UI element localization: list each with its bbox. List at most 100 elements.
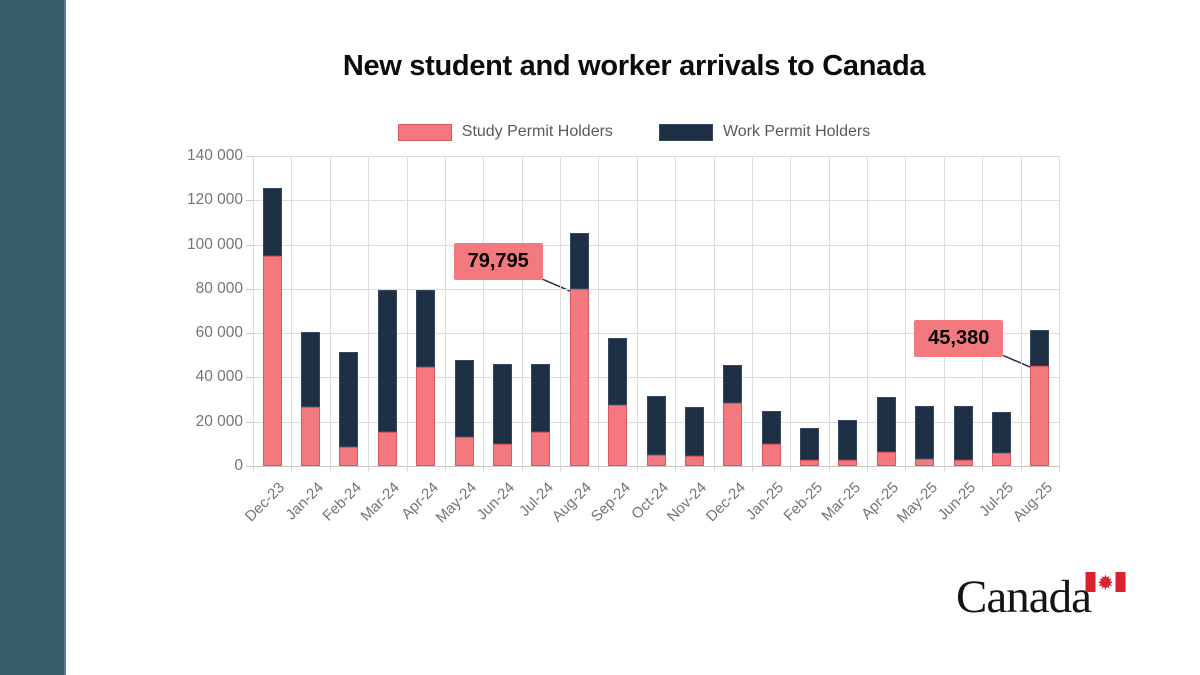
bar-segment-work-permit — [377, 289, 397, 432]
bar-Mar-25 — [838, 156, 858, 466]
x-axis-tick-label: Feb-24 — [319, 479, 365, 525]
chart-title: New student and worker arrivals to Canad… — [342, 50, 926, 82]
x-axis-tick-label: Feb-25 — [779, 479, 826, 525]
y-axis-tick — [246, 377, 253, 379]
x-axis-tick-label: May-24 — [432, 479, 481, 527]
x-axis-tick-label: Aug-24 — [549, 479, 596, 526]
bar-segment-work-permit — [492, 364, 512, 444]
bar-Nov-24 — [684, 156, 704, 466]
y-axis-tick-label: 0 — [234, 457, 243, 474]
gridline-vertical — [982, 156, 984, 472]
legend-item: Work Permit Holders — [658, 123, 871, 141]
bar-segment-study-permit — [876, 451, 896, 466]
y-axis-tick — [246, 200, 253, 202]
x-axis-labels: Dec-23 Jan-24 Feb-24 Mar-24 Apr-24 May-24 Jun-… — [242, 471, 1059, 551]
bar-segment-study-permit — [646, 454, 666, 466]
bar-Jun-25 — [953, 156, 973, 466]
bar-segment-study-permit — [416, 367, 436, 466]
gridline-vertical — [828, 156, 830, 472]
bar-segment-work-permit — [991, 411, 1011, 453]
bar-segment-study-permit — [915, 459, 935, 466]
gridline-horizontal — [253, 377, 1059, 379]
left-accent-bar — [0, 0, 66, 675]
legend-label: Work Permit Holders — [722, 123, 871, 140]
chart-legend: Study Permit Holders Work Permit Holders — [68, 118, 1200, 146]
bar-segment-work-permit — [915, 406, 935, 460]
bar-segment-study-permit — [301, 407, 321, 466]
bar-Dec-23 — [262, 156, 282, 466]
gridline-vertical — [598, 156, 600, 472]
bar-segment-study-permit — [262, 255, 282, 466]
bar-segment-study-permit — [339, 447, 359, 466]
x-axis-tick-label: Jan-24 — [282, 479, 327, 524]
legend-swatch-work — [658, 123, 713, 141]
legend-label: Study Permit Holders — [461, 123, 613, 140]
x-axis-tick-label: Aug-25 — [1009, 479, 1056, 526]
gridline-vertical — [790, 156, 792, 472]
x-axis-tick-label: Nov-24 — [664, 479, 711, 526]
x-axis-tick-label: May-25 — [893, 479, 941, 527]
bar-Feb-25 — [800, 156, 820, 466]
x-axis-tick-label: Jan-25 — [742, 479, 788, 524]
bar-segment-study-permit — [531, 431, 551, 466]
x-axis-tick-label: Jun-25 — [934, 479, 980, 524]
bar-segment-work-permit — [262, 188, 282, 256]
gridline-vertical — [1059, 156, 1060, 472]
bar-segment-work-permit — [876, 397, 896, 452]
bar-segment-work-permit — [454, 359, 474, 438]
legend-item: Study Permit Holders — [397, 123, 613, 141]
bar-segment-study-permit — [684, 456, 704, 466]
y-axis-tick-label: 140 000 — [186, 147, 243, 164]
x-axis-tick-label: Dec-23 — [241, 479, 289, 526]
gridline-vertical — [943, 156, 945, 472]
gridline-horizontal — [253, 156, 1059, 157]
bar-segment-study-permit — [377, 431, 397, 466]
y-axis-tick — [246, 466, 253, 467]
gridline-vertical — [444, 156, 446, 472]
canada-wordmark-text: Canada — [956, 571, 1092, 623]
bar-segment-study-permit — [569, 289, 589, 466]
y-axis-tick — [246, 333, 253, 335]
gridline-vertical — [867, 156, 869, 472]
bar-Jul-24 — [531, 156, 551, 466]
x-axis-tick-label: Oct-24 — [628, 479, 673, 523]
bar-segment-work-permit — [646, 396, 666, 455]
bar-Mar-24 — [377, 156, 397, 466]
gridline-vertical — [1020, 156, 1022, 472]
bar-Jan-25 — [761, 156, 781, 466]
bar-segment-study-permit — [761, 443, 781, 466]
gridline-horizontal — [253, 244, 1059, 246]
y-axis-tick-label: 120 000 — [186, 191, 243, 209]
callout-label: 45,380 — [914, 319, 1004, 357]
bar-segment-study-permit — [723, 402, 743, 466]
gridline-vertical — [368, 156, 370, 472]
y-axis-tick-label: 60 000 — [195, 324, 243, 342]
x-axis-baseline — [253, 466, 1059, 467]
bar-segment-work-permit — [416, 289, 436, 368]
bar-segment-work-permit — [339, 351, 359, 448]
gridline-vertical — [560, 156, 562, 472]
bar-Dec-24 — [723, 156, 743, 466]
gridline-vertical — [406, 156, 408, 472]
y-axis-tick-label: 100 000 — [186, 235, 243, 253]
bar-segment-study-permit — [991, 452, 1011, 466]
y-axis-tick-label: 20 000 — [195, 412, 243, 430]
bar-segment-work-permit — [838, 419, 858, 461]
gridline-vertical — [291, 156, 293, 472]
y-axis-tick-label: 40 000 — [195, 368, 243, 386]
bar-segment-work-permit — [1030, 330, 1050, 366]
bar-segment-work-permit — [723, 365, 743, 403]
bar-Aug-25 — [1030, 156, 1050, 466]
bar-Apr-24 — [416, 156, 436, 466]
y-axis-tick-label: 80 000 — [195, 279, 243, 297]
bar-Feb-24 — [339, 156, 359, 466]
bar-segment-study-permit — [838, 460, 858, 466]
bar-Oct-24 — [646, 156, 666, 466]
gridline-vertical — [905, 156, 907, 472]
gridline-vertical — [329, 156, 331, 472]
bar-May-25 — [915, 156, 935, 466]
legend-swatch-study — [397, 123, 452, 141]
gridline-vertical — [483, 156, 485, 472]
y-axis-labels: 140 000 120 000 100 000 80 000 60 000 40 000 2… — [100, 147, 243, 474]
